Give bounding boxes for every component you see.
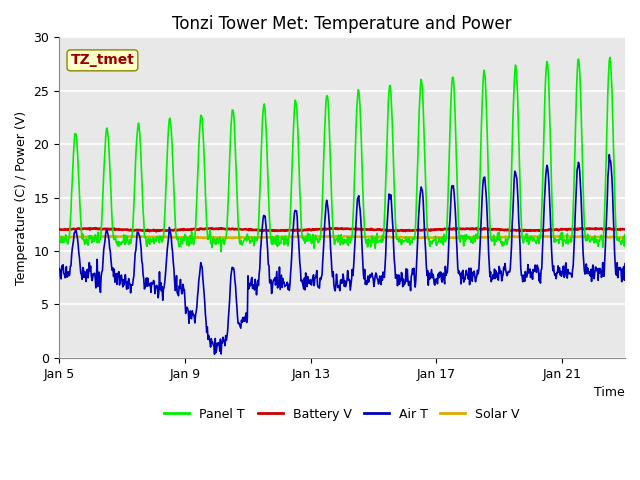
Battery V (292, 227, 300, 233)
Air T (513, 176, 521, 181)
Battery V (208, 225, 216, 231)
X-axis label: Time: Time (595, 386, 625, 399)
Solar V (292, 234, 300, 240)
Panel T (76, 194, 83, 200)
Battery V (377, 228, 385, 233)
Battery V (189, 226, 196, 232)
Solar V (377, 234, 385, 240)
Air T (262, 220, 269, 226)
Solar V (621, 234, 629, 240)
Battery V (514, 228, 522, 233)
Battery V (262, 228, 270, 233)
Solar V (188, 235, 196, 240)
Air T (76, 255, 83, 261)
Air T (55, 266, 63, 272)
Legend: Panel T, Battery V, Air T, Solar V: Panel T, Battery V, Air T, Solar V (159, 403, 525, 425)
Panel T (513, 77, 521, 83)
Air T (376, 276, 384, 281)
Battery V (621, 227, 629, 232)
Battery V (76, 226, 83, 231)
Line: Solar V: Solar V (59, 236, 625, 238)
Panel T (621, 232, 629, 238)
Battery V (152, 228, 160, 234)
Panel T (606, 55, 614, 60)
Line: Air T: Air T (59, 155, 625, 354)
Panel T (376, 239, 384, 244)
Battery V (55, 227, 63, 232)
Solar V (514, 234, 522, 240)
Solar V (262, 235, 269, 240)
Y-axis label: Temperature (C) / Power (V): Temperature (C) / Power (V) (15, 110, 28, 285)
Air T (605, 152, 613, 157)
Solar V (76, 234, 83, 240)
Solar V (55, 234, 63, 240)
Air T (188, 308, 196, 314)
Air T (211, 351, 218, 357)
Air T (292, 208, 300, 214)
Solar V (328, 233, 335, 239)
Panel T (292, 99, 300, 105)
Panel T (55, 232, 63, 238)
Line: Panel T: Panel T (59, 58, 625, 252)
Panel T (188, 240, 196, 245)
Panel T (217, 249, 225, 255)
Air T (621, 261, 629, 266)
Line: Battery V: Battery V (59, 228, 625, 231)
Solar V (215, 235, 223, 241)
Panel T (262, 117, 269, 123)
Title: Tonzi Tower Met: Temperature and Power: Tonzi Tower Met: Temperature and Power (172, 15, 512, 33)
Text: TZ_tmet: TZ_tmet (70, 53, 134, 67)
